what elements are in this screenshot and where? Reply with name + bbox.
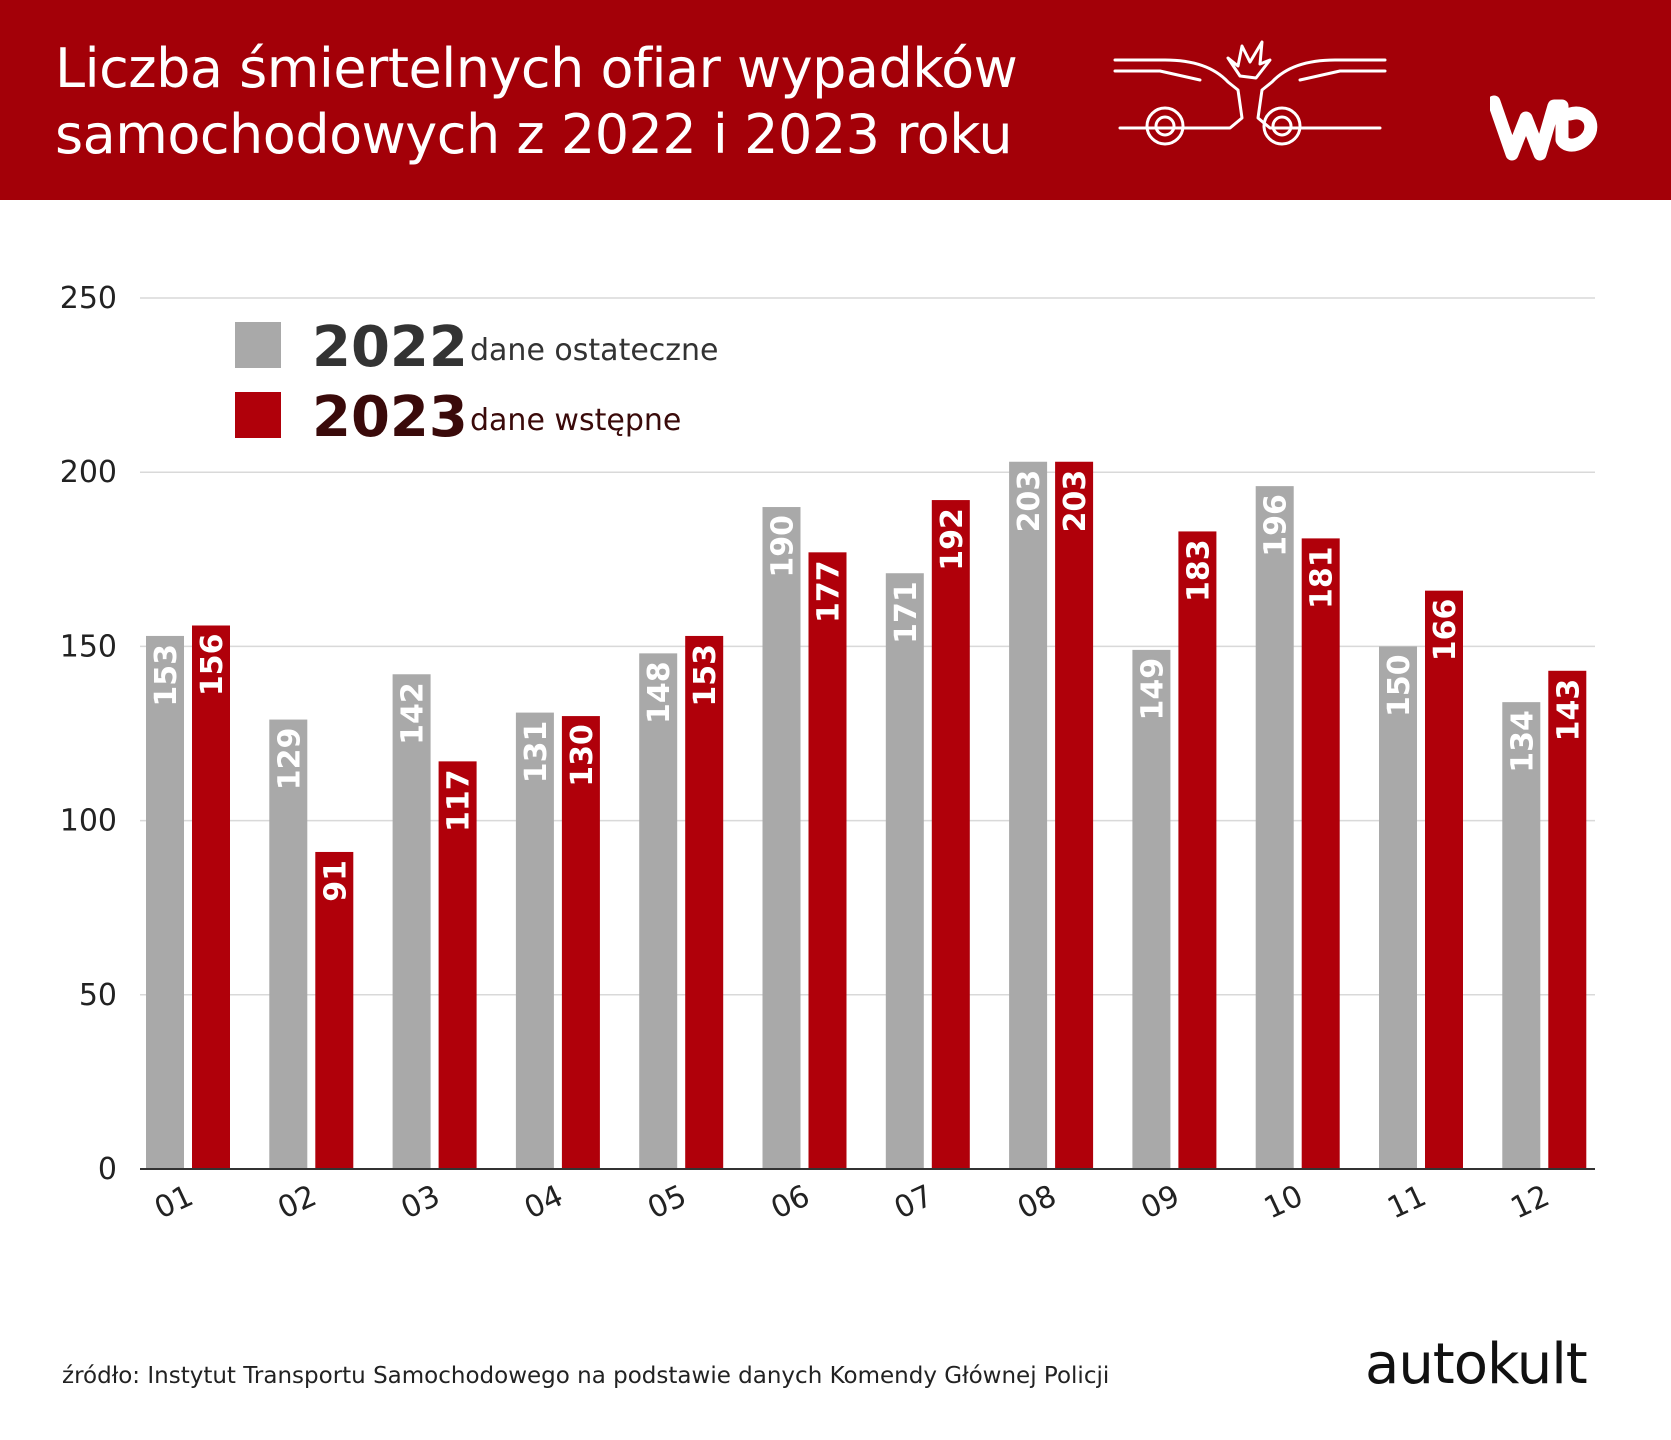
legend-swatch-2022 (235, 322, 281, 368)
bar-2023-01 (192, 625, 230, 1169)
data-label: 129 (272, 728, 307, 791)
data-label: 196 (1259, 494, 1294, 557)
bar-2022-10 (1255, 486, 1294, 1169)
x-tick-label: 09 (1136, 1178, 1185, 1226)
y-tick-label: 100 (60, 804, 117, 839)
x-tick-label: 02 (273, 1178, 322, 1226)
data-label: 117 (442, 769, 477, 832)
car-crash-icon (1113, 40, 1387, 146)
legend-label: 2023 (312, 385, 468, 450)
data-label: 130 (565, 724, 600, 787)
header-banner: Liczba śmiertelnych ofiar wypadków samoc… (0, 0, 1671, 200)
bar-2022-04 (515, 712, 554, 1169)
legend-swatch-2023 (235, 392, 281, 438)
bar-2023-02 (315, 851, 354, 1169)
bar-2022-01 (146, 635, 184, 1169)
legend-label: 2022 (312, 315, 468, 380)
bar-2023-08 (1055, 461, 1094, 1169)
data-label: 166 (1428, 599, 1463, 662)
bar-2023-12 (1548, 670, 1587, 1169)
bar-2023-09 (1178, 531, 1217, 1169)
data-label: 148 (642, 661, 677, 724)
data-label: 91 (318, 860, 353, 902)
data-label: 171 (889, 581, 924, 644)
data-label: 156 (195, 633, 230, 696)
data-label: 183 (1181, 539, 1216, 602)
y-tick-label: 0 (98, 1152, 117, 1187)
y-tick-label: 250 (60, 281, 117, 316)
x-tick-label: 01 (149, 1178, 198, 1226)
bar-2022-02 (269, 719, 308, 1169)
bar-2023-05 (685, 635, 724, 1169)
title-line-2: samochodowych z 2022 i 2023 roku (55, 103, 1013, 166)
data-label: 150 (1382, 654, 1417, 717)
x-tick-label: 12 (1506, 1178, 1555, 1226)
x-tick-label: 06 (766, 1178, 815, 1226)
bar-2022-03 (392, 674, 431, 1169)
x-tick-label: 11 (1382, 1178, 1431, 1226)
data-label: 149 (1135, 658, 1170, 721)
data-label: 203 (1058, 470, 1093, 533)
bar-2022-09 (1132, 649, 1171, 1169)
bar-2022-06 (762, 507, 801, 1169)
bar-2023-11 (1425, 590, 1463, 1169)
legend-note: dane wstępne (470, 403, 681, 438)
y-tick-label: 50 (79, 978, 117, 1013)
bar-2022-08 (1009, 461, 1048, 1169)
data-label: 203 (1012, 470, 1047, 533)
x-tick-label: 05 (642, 1178, 691, 1226)
x-tick-label: 10 (1259, 1178, 1308, 1226)
bar-2022-07 (885, 573, 924, 1169)
data-label: 181 (1305, 546, 1340, 609)
x-tick-label: 03 (396, 1178, 445, 1226)
legend-note: dane ostateczne (470, 333, 719, 368)
page-title: Liczba śmiertelnych ofiar wypadków samoc… (55, 36, 1105, 168)
data-label: 190 (766, 515, 801, 578)
y-tick-label: 200 (60, 455, 117, 490)
brand-logo: autokult (1365, 1332, 1588, 1397)
bar-2023-06 (808, 552, 847, 1169)
source-note: źródło: Instytut Transportu Samochodoweg… (62, 1363, 1110, 1389)
bar-2023-07 (931, 500, 970, 1169)
title-line-1: Liczba śmiertelnych ofiar wypadków (55, 37, 1018, 100)
data-label: 134 (1505, 710, 1540, 773)
data-label: 177 (812, 560, 847, 623)
bar-2022-11 (1379, 646, 1417, 1169)
x-tick-label: 08 (1012, 1178, 1061, 1226)
data-label: 143 (1551, 679, 1586, 742)
data-label: 131 (519, 721, 554, 784)
wp-logo (1490, 95, 1598, 161)
x-tick-label: 07 (889, 1178, 938, 1226)
x-tick-label: 04 (519, 1178, 568, 1226)
y-tick-label: 150 (60, 629, 117, 664)
data-label: 192 (935, 508, 970, 571)
data-label: 153 (149, 644, 184, 707)
bar-2023-03 (438, 761, 477, 1169)
bar-2023-04 (561, 716, 600, 1169)
bar-2022-12 (1502, 702, 1541, 1169)
data-label: 153 (688, 644, 723, 707)
bar-2023-10 (1301, 538, 1340, 1169)
bar-2022-05 (639, 653, 678, 1169)
data-label: 142 (396, 682, 431, 745)
